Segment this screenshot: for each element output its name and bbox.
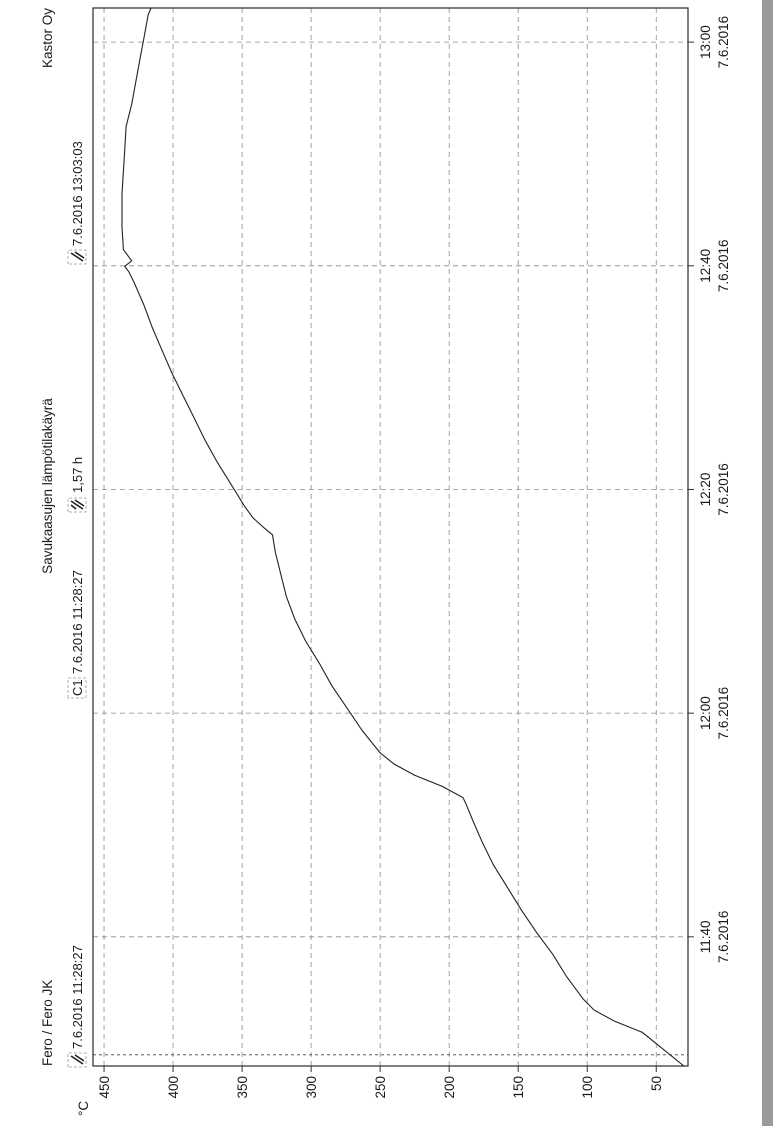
grid-layer: [93, 8, 688, 1066]
plot-frame: [92, 7, 689, 1067]
x-tick-time-label: 13:00: [698, 25, 713, 59]
marker-duration: 1,57 h: [67, 457, 87, 513]
y-tick-label: 450: [97, 1076, 112, 1099]
x-tick-time-label: 12:00: [698, 696, 713, 730]
y-tick-label: 350: [235, 1076, 250, 1099]
x-tick-date-label: 7.6.2016: [716, 16, 731, 69]
x-tick-date-label: 7.6.2016: [716, 687, 731, 740]
x-tick-time-label: 11:40: [698, 920, 713, 953]
start-time-label: 7.6.2016 11:28:27: [70, 945, 85, 1049]
temperature-series-line: [121, 7, 685, 1067]
chart-title: Savukaasujen lämpötilakäyrä: [40, 398, 55, 574]
x-tick-time-label: 12:40: [698, 249, 713, 283]
marker-start: 7.6.2016 11:28:27: [67, 945, 87, 1068]
y-axis-unit: °C: [76, 1101, 91, 1116]
x-tick-date-label: 7.6.2016: [716, 463, 731, 516]
scan-edge-strip: [762, 0, 773, 1126]
duration-label: 1,57 h: [70, 457, 85, 493]
y-tick-label: 150: [511, 1076, 526, 1099]
y-tick-label: 200: [442, 1076, 457, 1099]
y-tick-label: 400: [166, 1076, 181, 1099]
marker-cursor: C1 7.6.2016 11:28:27: [67, 570, 87, 699]
y-tick-label: 250: [373, 1076, 388, 1099]
cursor-time-label: 7.6.2016 11:28:27: [70, 570, 85, 674]
series-layer: [121, 7, 685, 1067]
marker-end: 7.6.2016 13:03:03: [67, 141, 87, 265]
x-tick-date-label: 7.6.2016: [716, 911, 731, 964]
x-tick-time-label: 12:20: [698, 473, 713, 507]
cursor-label: C1: [70, 679, 85, 696]
y-tick-label: 100: [580, 1076, 595, 1099]
y-tick-label: 300: [304, 1076, 319, 1099]
right-header: Kastor Oy: [40, 8, 55, 68]
left-header: Fero / Fero JK: [40, 980, 55, 1066]
x-tick-date-label: 7.6.2016: [716, 240, 731, 293]
y-tick-label: 50: [649, 1076, 664, 1091]
end-time-label: 7.6.2016 13:03:03: [70, 141, 85, 246]
